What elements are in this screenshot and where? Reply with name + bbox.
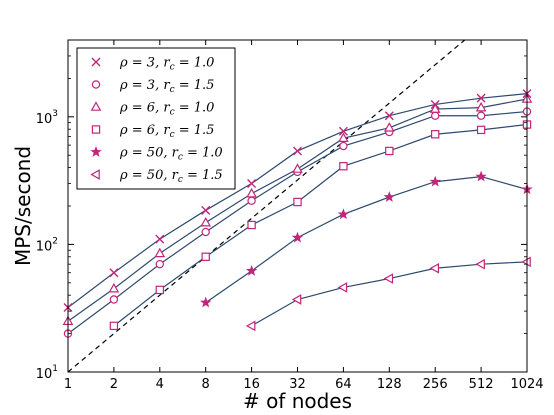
x-tick-label: 256 [423,377,448,392]
series-3-point [200,216,212,227]
legend-marker-5 [90,146,102,157]
series-1-point [338,126,348,136]
series-2-point [155,259,164,269]
series-line-6 [251,261,527,327]
series-markers-layer [62,89,533,338]
series-6-point [521,256,531,268]
series-5-point [291,231,304,243]
legend-label-3: ρ = 6, rc = 1.0 [119,101,214,118]
x-tick-label: 2 [110,377,118,392]
series-2-point [247,196,256,205]
legend: ρ = 3, rc = 1.0 ρ = 3, rc = 1.5 ρ = 6, rc … [76,47,236,190]
series-2-point [201,227,210,237]
series-3-point [108,282,120,293]
legend-label-4: ρ = 6, rc = 1.5 [119,123,214,140]
series-1-point [201,205,211,215]
series-4-point [385,146,394,156]
series-3-point [154,247,166,258]
legend-marker-3 [90,101,102,111]
y-tick-label: 102 [36,236,58,254]
series-5-point [200,296,212,308]
series-6-point [383,273,394,284]
series-4-point [431,130,440,139]
series-5-point [383,191,395,202]
series-3-point [292,163,303,173]
series-1-point [476,93,486,103]
series-line-5 [205,175,527,304]
series-4-point [339,162,348,171]
series-line-4 [113,123,527,327]
series-2-point [431,111,440,120]
axis-ticks-layer: 1 2 4 8 16 32 64 128 256 512 1024 101 102 103 [36,39,544,392]
series-3-point [475,101,487,112]
series-4-point [109,321,119,331]
x-tick-label: 1024 [510,377,543,392]
legend-marker-4 [91,125,101,134]
x-tick-label: 4 [156,377,164,392]
series-3-point [429,103,441,113]
series-4-point [247,220,256,230]
y-axis-title: MPS/second [11,146,35,266]
series-6-point [245,320,256,332]
series-5-point [337,208,350,220]
series-3-point [383,122,395,132]
series-3-point [246,187,257,198]
legend-label-5: ρ = 50, rc = 1.0 [119,146,223,163]
legend-marker-2 [91,80,101,89]
reference-line-layer [68,40,466,372]
series-6-point [291,294,302,305]
x-tick-label: 32 [289,377,306,392]
series-3-point [338,132,349,142]
legend-label-6: ρ = 50, rc = 1.5 [119,168,223,185]
y-tick-label: 103 [36,109,58,127]
x-tick-label: 512 [469,377,494,392]
series-2-point [109,295,119,304]
series-4-point [155,285,164,295]
series-6-point [337,282,348,293]
series-6-point [429,262,439,274]
x-tick-label: 128 [377,377,402,392]
series-1-point [155,234,165,244]
series-4-point [293,197,302,207]
series-2-point [339,141,348,151]
series-4-point [201,252,210,261]
x-tick-label: 8 [202,377,210,392]
y-tick-label: 101 [36,364,58,382]
series-4-point [476,125,486,135]
series-1-point [109,268,119,278]
legend-marker-6 [90,169,100,180]
x-axis-title: # of nodes [243,389,352,413]
x-tick-label: 1 [64,377,72,392]
legend-label-1: ρ = 3, rc = 1.0 [119,56,214,73]
series-5-point [475,170,487,182]
legend-marker-1 [91,57,101,67]
reference-line [68,40,466,372]
legend-label-2: ρ = 3, rc = 1.5 [119,78,214,95]
series-5-point [245,264,258,276]
series-1-point [293,146,302,156]
legend-box [76,47,236,190]
series-2-point [476,111,486,120]
x-tick-label: 16 [243,377,260,392]
series-1-point [384,111,394,121]
series-5-point [429,175,441,187]
x-tick-label: 64 [335,377,352,392]
series-6-point [475,258,485,270]
series-1-point [247,179,257,189]
